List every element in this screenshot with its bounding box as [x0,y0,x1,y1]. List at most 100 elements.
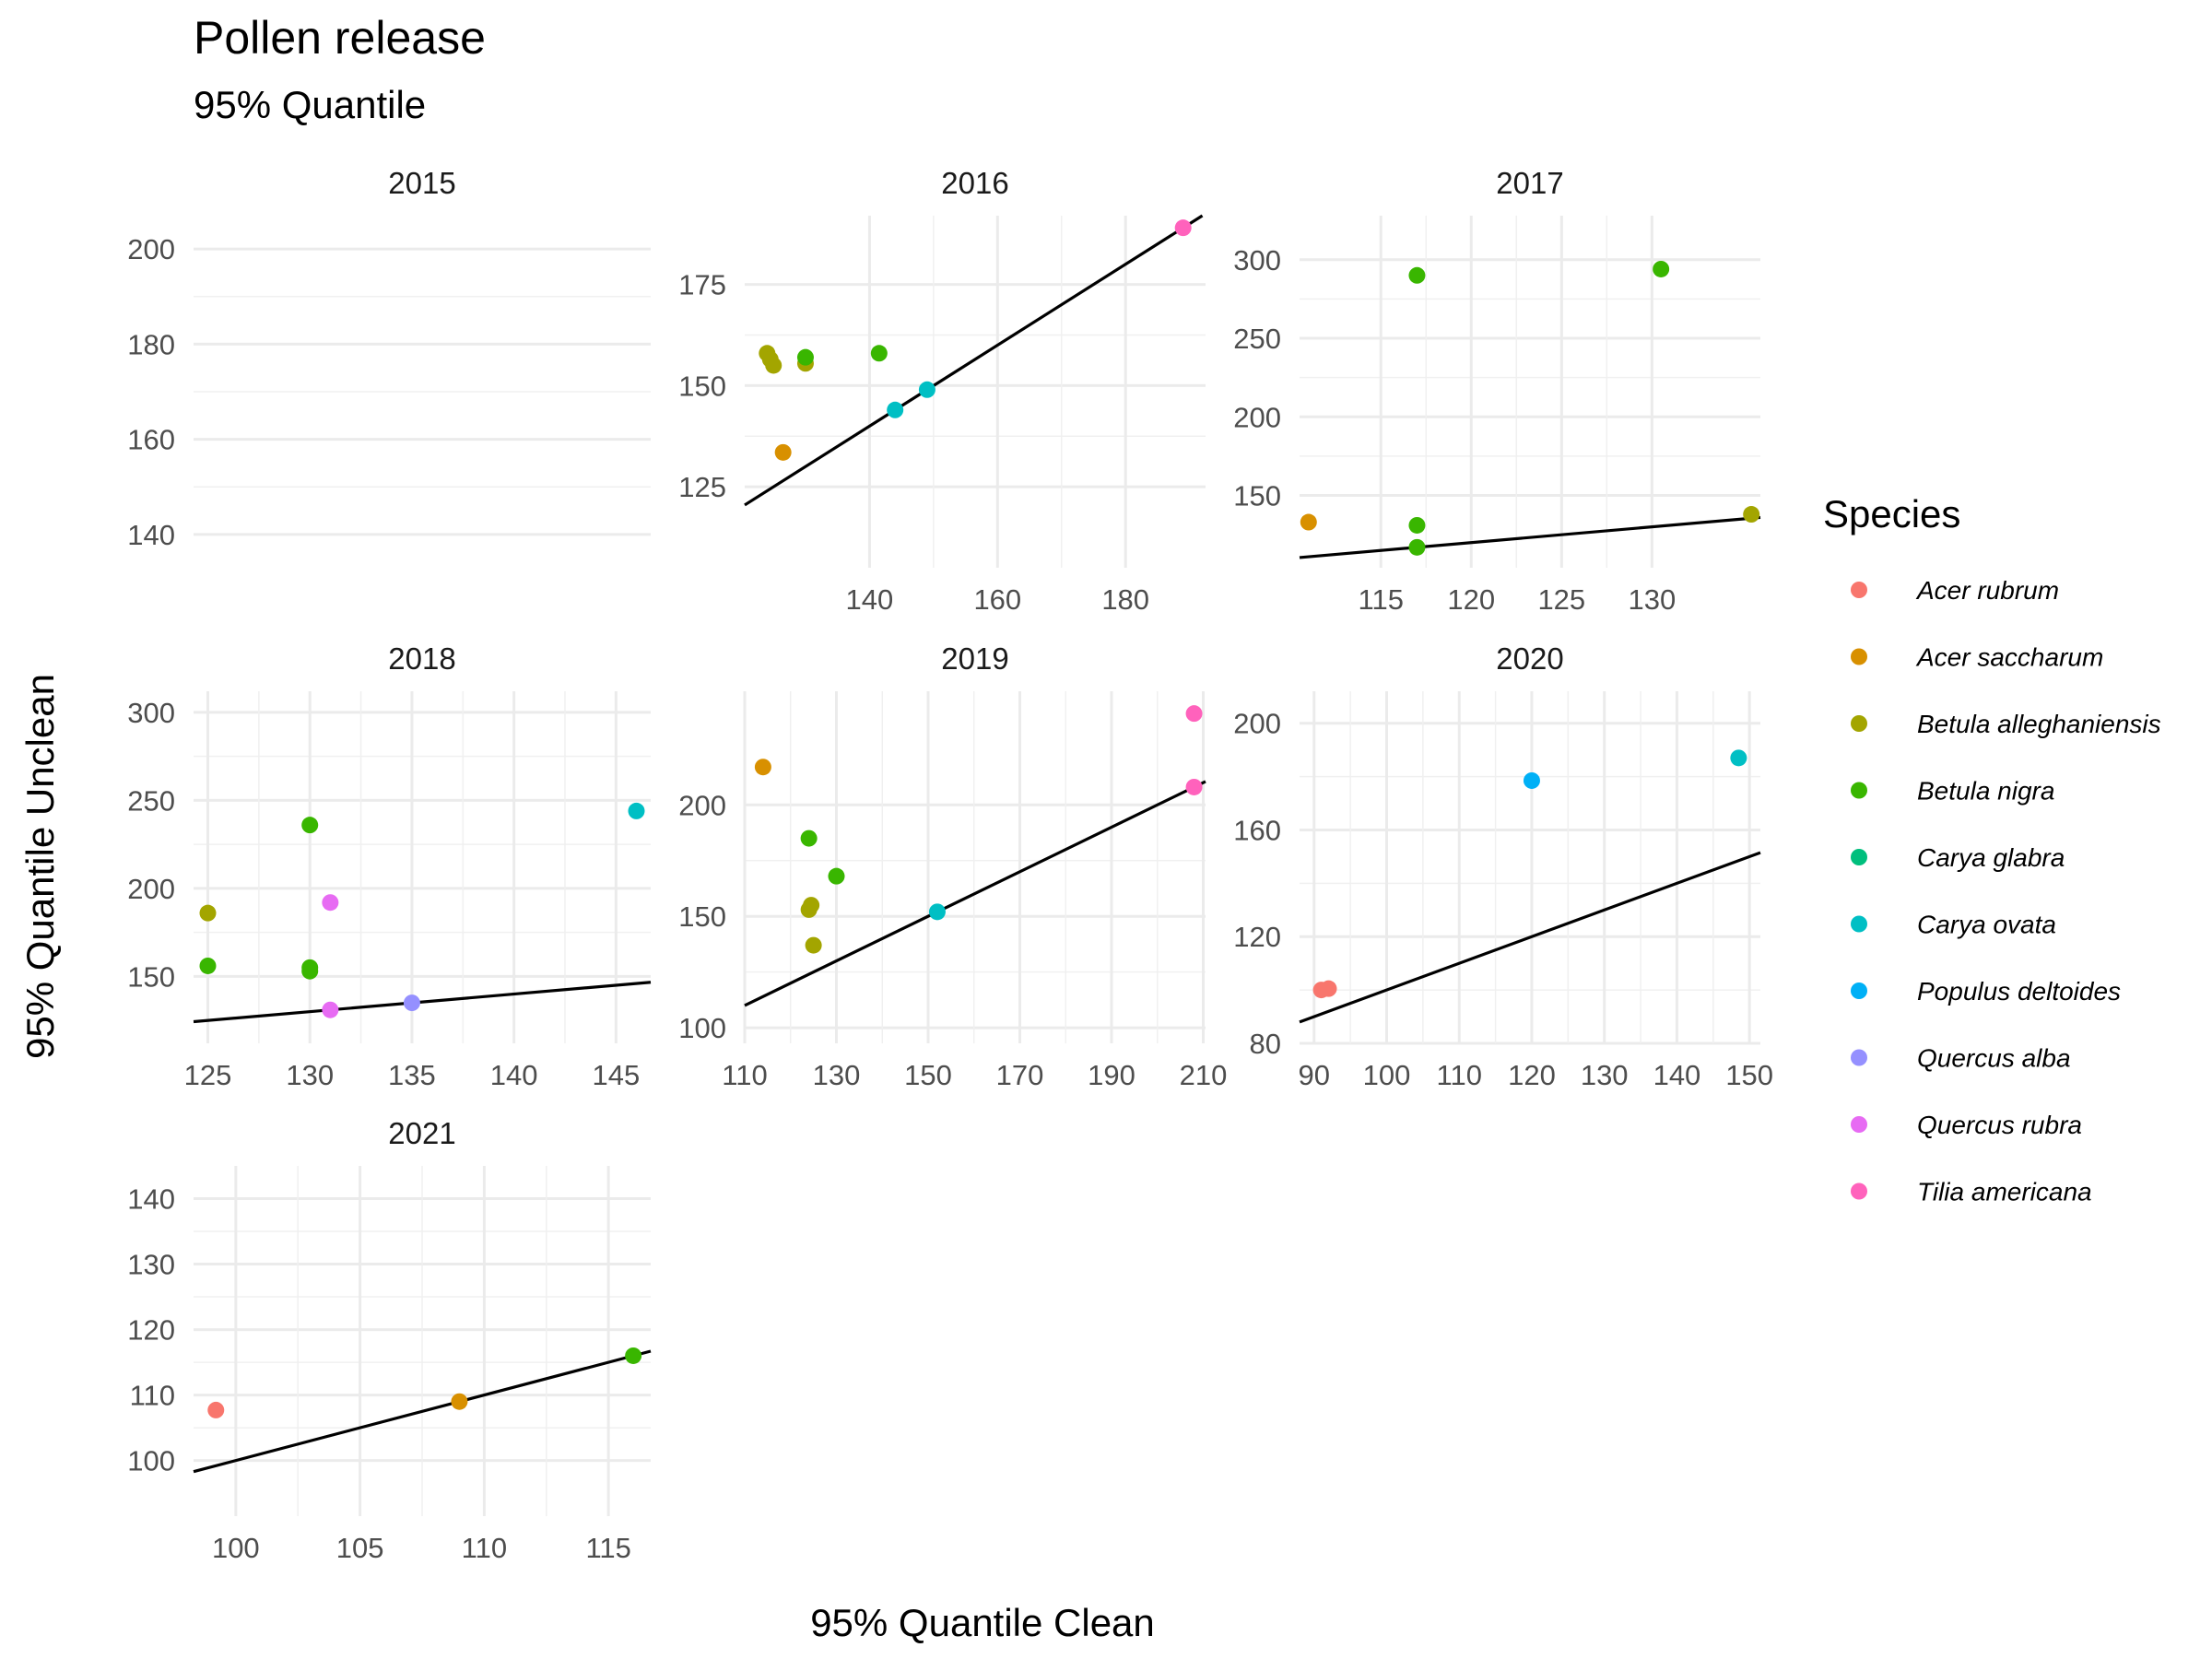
y-tick-label: 150 [678,900,726,933]
x-tick-label: 100 [1363,1059,1411,1091]
y-tick-label: 250 [1233,323,1281,355]
point-tilia-americana [1185,705,1203,723]
y-tick-label: 250 [127,784,175,817]
point-betula-nigra [796,348,814,366]
y-tick-label: 130 [127,1249,175,1281]
point-carya-ovata [928,903,946,921]
reference-line [1299,851,1761,1024]
point-quercus-rubra [322,1001,339,1018]
facet-2018-grid [194,691,651,1043]
x-tick-label: 130 [1581,1059,1629,1091]
facet-2020-grid [1300,691,1760,1045]
facet-2017: 2017 150 200 250 300 115 120 125 130 [1233,166,1761,616]
chart-subtitle: 95% Quantile [194,83,426,126]
facet-2015: 2015 140 160 180 200 [127,166,651,551]
y-axis-title: 95% Quantile Unclean [18,674,62,1059]
facet-2021-grid [194,1166,651,1516]
reference-line [744,214,1204,507]
reference-line [744,780,1206,1007]
point-betula-alleghaniensis [803,897,820,914]
x-tick-label: 140 [1653,1059,1701,1091]
x-tick-label: 110 [462,1532,507,1564]
legend-item: Tilia americana [1851,1178,2092,1206]
legend-item: Betula alleghaniensis [1851,710,2161,738]
legend-label: Betula alleghaniensis [1917,710,2161,738]
y-tick-label: 160 [1233,814,1281,846]
facet-2017-grid [1300,216,1760,568]
point-carya-ovata [1730,749,1747,767]
facet-2016-grid [745,216,1206,568]
legend-item: Acer rubrum [1851,576,2059,605]
facet-2019-title: 2019 [941,641,1008,676]
point-betula-nigra [1408,516,1426,534]
x-axis-title: 95% Quantile Clean [810,1601,1155,1644]
x-tick-label: 135 [388,1059,436,1091]
legend-key [1851,1049,1867,1066]
point-acer-rubrum [207,1401,225,1418]
x-tick-label: 140 [490,1059,538,1091]
y-tick-label: 160 [127,424,175,456]
x-tick-label: 110 [1437,1059,1482,1091]
facet-2016: 2016 125 150 175 140 160 180 [678,166,1206,616]
y-tick-label: 150 [678,370,726,402]
point-betula-nigra [199,957,217,974]
facet-2019-grid [743,691,1206,1043]
facet-2019: 2019 100 150 200 110 130 150 170 190 210 [678,641,1227,1091]
point-acer-rubrum [1320,980,1337,997]
x-tick-label: 110 [722,1059,767,1091]
point-tilia-americana [1174,219,1192,237]
facet-2016-title: 2016 [941,166,1008,200]
x-tick-label: 105 [336,1532,384,1564]
point-acer-saccharum [774,443,792,461]
facet-2015-grid [194,247,651,536]
point-betula-nigra [625,1347,642,1364]
x-tick-label: 150 [1725,1059,1773,1091]
x-tick-label: 120 [1508,1059,1556,1091]
y-tick-label: 125 [678,471,726,503]
legend-label: Populus deltoides [1917,977,2121,1006]
reference-line [1299,515,1761,559]
x-tick-label: 140 [846,583,894,616]
legend-item: Carya glabra [1851,843,2065,872]
point-betula-nigra [1408,538,1426,556]
reference-line [193,1349,652,1474]
y-tick-label: 200 [1233,708,1281,740]
legend-key [1851,715,1867,732]
point-quercus-alba [403,994,420,1012]
y-tick-label: 180 [127,328,175,360]
y-tick-label: 200 [1233,401,1281,433]
x-tick-label: 210 [1180,1059,1228,1091]
y-tick-label: 200 [127,873,175,905]
x-tick-label: 170 [996,1059,1044,1091]
facet-2020: 2020 80 120 160 200 90 100 110 120 130 140 150 [1233,641,1773,1091]
legend: Acer rubrum Acer saccharum Betula alleghan… [1851,576,2161,1206]
facet-2018-title: 2018 [388,641,455,676]
legend-item: Populus deltoides [1851,977,2121,1006]
y-tick-label: 300 [127,697,175,729]
x-tick-label: 90 [1299,1059,1330,1091]
y-tick-label: 200 [127,233,175,265]
legend-item: Quercus rubra [1851,1111,2082,1139]
facet-2015-title: 2015 [388,166,455,200]
x-tick-label: 160 [973,583,1021,616]
y-tick-label: 120 [127,1314,175,1347]
facet-2018: 2018 150 200 250 300 125 130 135 140 145 [127,641,652,1091]
legend-label: Quercus alba [1917,1044,2071,1073]
point-quercus-rubra [322,894,339,912]
reference-line [193,981,652,1024]
x-tick-label: 115 [585,1532,630,1564]
legend-key [1851,915,1867,933]
x-tick-label: 130 [813,1059,861,1091]
facet-2020-title: 2020 [1496,641,1563,676]
point-betula-nigra [1408,266,1426,284]
point-betula-alleghaniensis [1743,506,1760,524]
legend-item: Acer saccharum [1851,643,2103,672]
y-tick-label: 150 [127,960,175,993]
legend-label: Quercus rubra [1917,1111,2082,1139]
chart-title: Pollen release [194,12,486,64]
legend-key [1851,849,1867,865]
legend-label: Carya ovata [1917,911,2056,939]
point-acer-saccharum [754,759,771,776]
y-tick-label: 110 [130,1380,175,1412]
x-tick-label: 120 [1447,583,1495,616]
